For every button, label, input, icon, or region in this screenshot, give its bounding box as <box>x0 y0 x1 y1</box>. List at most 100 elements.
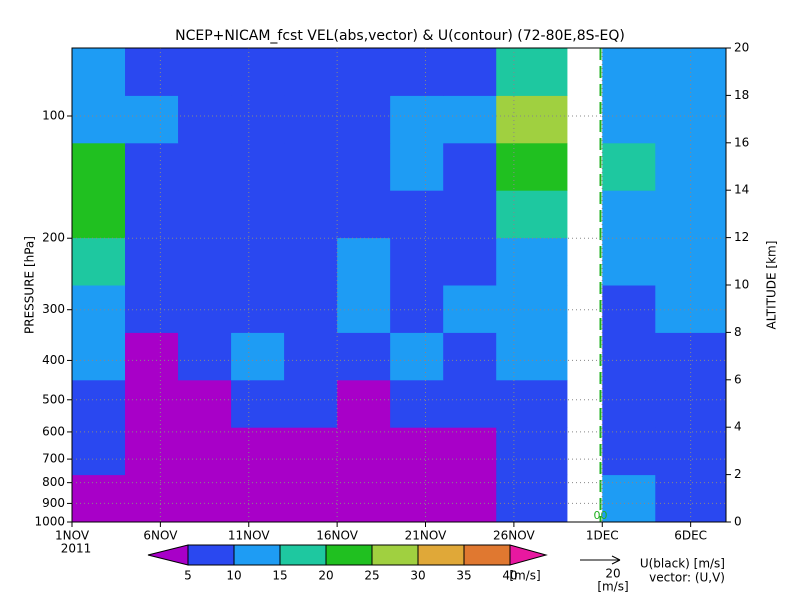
field-cell <box>496 285 568 333</box>
field-cell <box>178 237 232 286</box>
field-cell <box>443 427 497 476</box>
field-cell <box>337 379 391 428</box>
field-cell <box>443 332 497 381</box>
colorbar-box <box>371 544 419 566</box>
colorbar-tick-label: 20 <box>318 569 333 583</box>
field-cell <box>390 95 444 144</box>
field-cell <box>496 379 568 428</box>
field-cell <box>337 142 391 191</box>
colorbar-label: [m/s] <box>509 569 540 583</box>
field-cell <box>390 285 444 333</box>
field-cell <box>602 332 656 381</box>
reference-value: 20 <box>605 567 620 581</box>
field-cell <box>178 142 232 191</box>
y-tick-label: 500 <box>42 392 65 406</box>
y-tick-label: 700 <box>42 452 65 466</box>
y-axis-label: PRESSURE [hPa] <box>23 236 37 334</box>
colorbar-box <box>417 544 465 566</box>
field-cell <box>443 474 497 523</box>
colorbar-tick-label: 5 <box>184 569 192 583</box>
y-tick-label: 400 <box>42 353 65 367</box>
field-cell <box>602 48 656 96</box>
field-cell <box>178 427 232 476</box>
field-cell <box>125 190 179 239</box>
field-cell <box>72 285 126 333</box>
field-cell <box>72 332 126 381</box>
field-cell <box>125 142 179 191</box>
field-cell <box>231 190 285 239</box>
field-cell <box>496 237 568 286</box>
colorbar-tick-label: 40 <box>502 569 517 583</box>
field-cell <box>496 474 568 523</box>
y-tick-label: 600 <box>42 424 65 438</box>
field-cell <box>72 379 126 428</box>
y-tick-label: 100 <box>42 109 65 123</box>
field-cell <box>72 474 126 523</box>
field-cell <box>443 190 497 239</box>
field-cell <box>284 95 338 144</box>
y2-tick-label: 8 <box>734 325 742 339</box>
colorbar-tick-label: 25 <box>364 569 379 583</box>
y-tick-label: 200 <box>42 231 65 245</box>
y-tick-label: 300 <box>42 302 65 316</box>
field-cell <box>602 95 656 144</box>
field-cell <box>337 48 391 96</box>
field-cell <box>496 190 568 239</box>
field-cell <box>231 142 285 191</box>
field-cell <box>125 332 179 381</box>
y2-tick-label: 10 <box>734 278 749 292</box>
y-tick-label: 1000 <box>34 515 65 529</box>
field-cell <box>284 142 338 191</box>
y2-tick-label: 18 <box>734 88 749 102</box>
field-cell <box>337 427 391 476</box>
field-cell <box>284 48 338 96</box>
field-cell <box>72 142 126 191</box>
field-cell <box>602 142 656 191</box>
field-cell <box>390 379 444 428</box>
field-cell <box>284 427 338 476</box>
x-tick-label: 16NOV <box>316 529 358 543</box>
field-cell <box>655 190 727 239</box>
field-cell <box>602 379 656 428</box>
field-cell <box>390 142 444 191</box>
field-cell <box>602 427 656 476</box>
x-tick-label: 6DEC <box>674 529 707 543</box>
x-tick-label: 21NOV <box>405 529 447 543</box>
colorbar-box <box>187 544 235 566</box>
reference-unit: [m/s] <box>597 580 628 594</box>
field-cell <box>125 285 179 333</box>
y-tick-label: 800 <box>42 475 65 489</box>
field-cell <box>390 474 444 523</box>
field-cell <box>231 379 285 428</box>
field-cell <box>178 379 232 428</box>
field-cell <box>284 474 338 523</box>
field-cell <box>72 427 126 476</box>
colorbar-tick-label: 15 <box>272 569 287 583</box>
field-cell <box>655 474 727 523</box>
y-tick-label: 900 <box>42 496 65 510</box>
x-tick-label: 6NOV <box>143 529 178 543</box>
field-cell <box>231 48 285 96</box>
field-cell <box>231 474 285 523</box>
field-cell <box>72 190 126 239</box>
field-cell <box>337 332 391 381</box>
field-cell <box>125 379 179 428</box>
field-cell <box>337 237 391 286</box>
colorbar-tick-label: 10 <box>226 569 241 583</box>
field-cell <box>655 379 727 428</box>
field-cell <box>231 332 285 381</box>
y2-axis-label: ALTITUDE [km] <box>765 241 779 330</box>
x-tick-label: 1NOV <box>55 529 90 543</box>
field-cell <box>72 237 126 286</box>
field-cell <box>125 427 179 476</box>
field-cell <box>337 285 391 333</box>
field-cell <box>231 95 285 144</box>
field-cell <box>125 474 179 523</box>
field-cell <box>284 237 338 286</box>
field-cell <box>284 285 338 333</box>
field-cell <box>178 95 232 144</box>
y2-tick-label: 6 <box>734 372 742 386</box>
colorbar-tick-label: 35 <box>456 569 471 583</box>
colorbar-tick-label: 30 <box>410 569 425 583</box>
